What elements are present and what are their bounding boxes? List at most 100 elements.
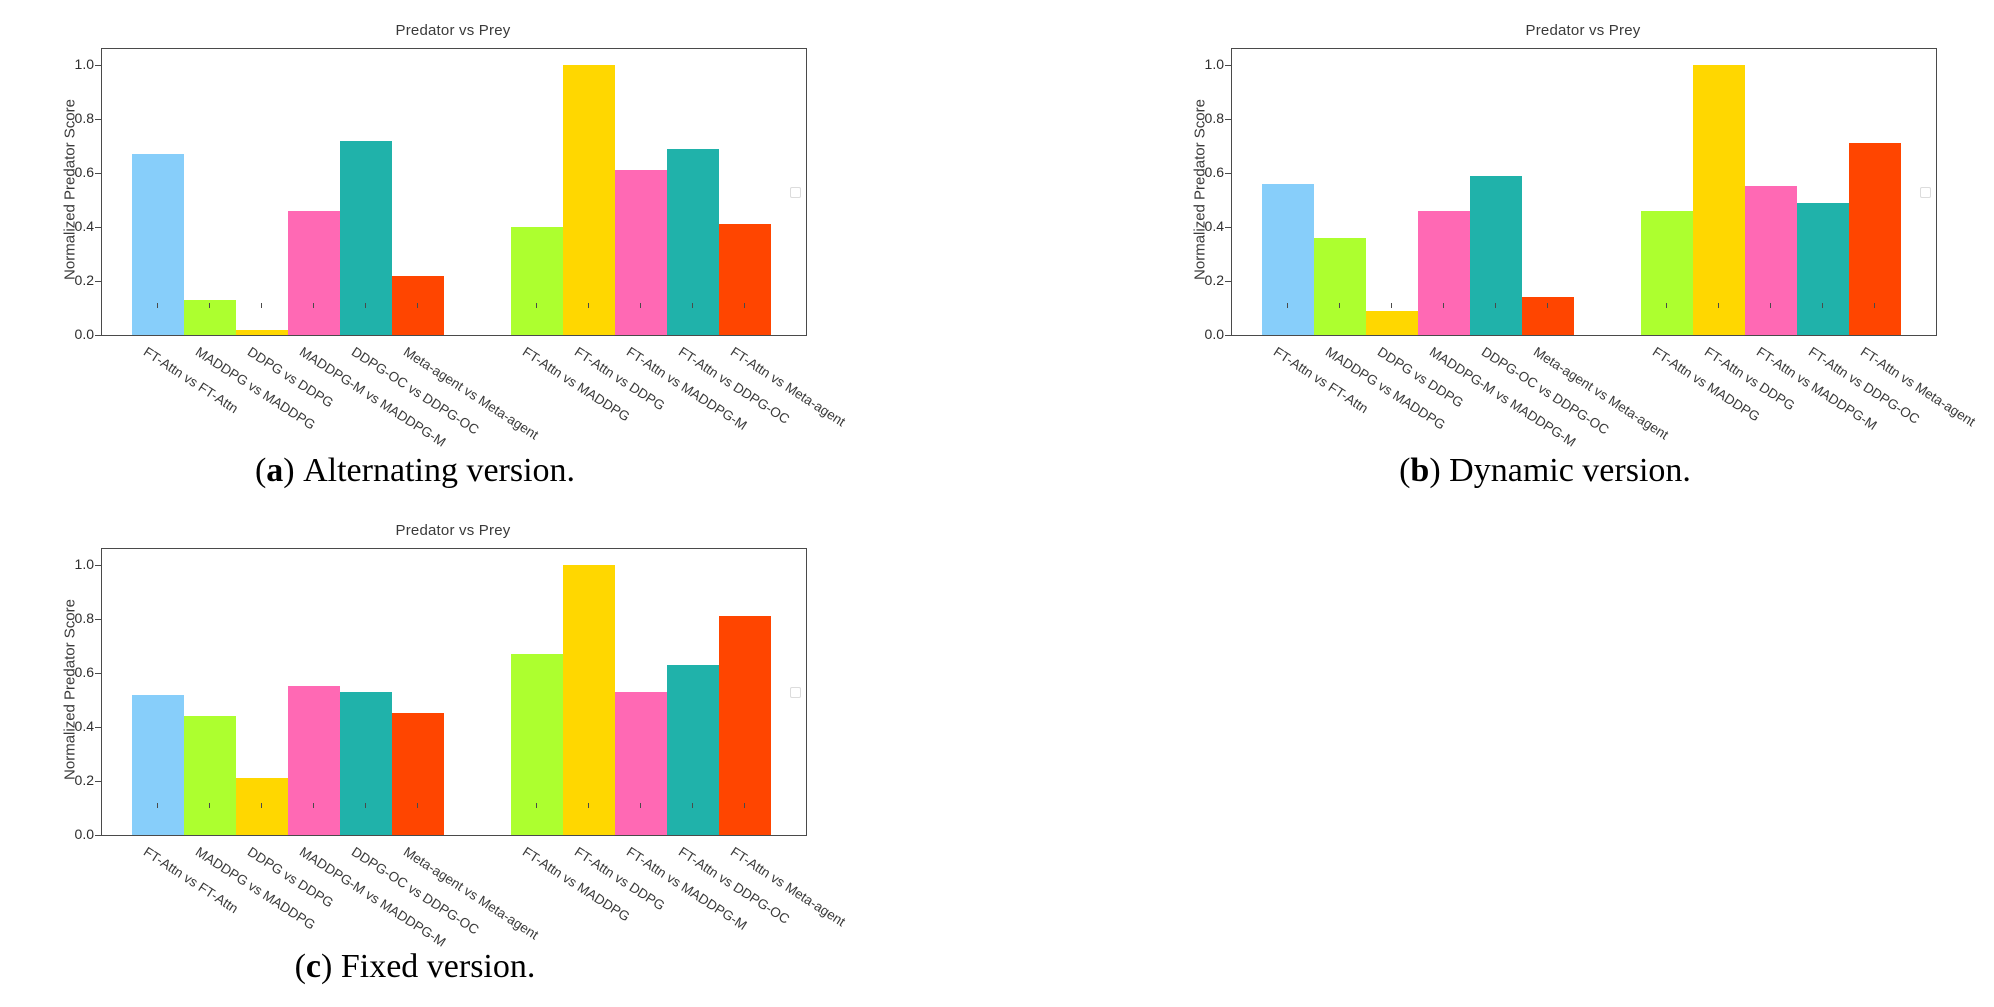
y-tick-label: 0.6: [74, 164, 94, 180]
y-tick-label: 0.6: [74, 664, 94, 680]
x-tick-mark: [365, 803, 366, 808]
bar: [1797, 203, 1849, 335]
bar: [392, 276, 444, 335]
subcaption-text: Alternating version.: [303, 452, 576, 489]
y-tick-mark: [95, 118, 101, 120]
x-tick-mark: [588, 303, 589, 308]
y-tick-mark: [95, 334, 101, 336]
y-tick-label: 0.4: [74, 718, 94, 734]
bar: [132, 695, 184, 835]
x-tick-mark: [261, 303, 262, 308]
bar: [563, 65, 615, 335]
y-tick-label: 1.0: [74, 556, 94, 572]
x-tick-mark: [1718, 303, 1719, 308]
y-tick-mark: [1225, 226, 1231, 228]
bar: [1262, 184, 1314, 335]
y-tick-label: 0.0: [74, 826, 94, 842]
y-tick-label: 0.6: [1204, 164, 1224, 180]
bar: [1522, 297, 1574, 335]
subcaption-letter: c: [305, 948, 322, 985]
x-tick-mark: [261, 803, 262, 808]
x-tick-label: FT-Attn vs FT-Attn: [140, 344, 241, 417]
y-tick-mark: [95, 226, 101, 228]
bar: [392, 713, 444, 835]
bar: [288, 211, 340, 335]
x-tick-label: DDPG vs DDPG: [244, 844, 337, 911]
x-tick-mark: [640, 803, 641, 808]
legend-placeholder: [1920, 187, 1931, 198]
y-tick-mark: [1225, 334, 1231, 336]
y-tick-mark: [95, 564, 101, 566]
x-tick-mark: [1495, 303, 1496, 308]
subcaption-letter: b: [1410, 452, 1430, 489]
y-tick-mark: [95, 726, 101, 728]
bar: [667, 665, 719, 835]
bar: [340, 141, 392, 335]
x-tick-mark: [157, 303, 158, 308]
chart-title: Predator vs Prey: [1525, 22, 1641, 39]
y-tick-mark: [95, 64, 101, 66]
bar: [615, 692, 667, 835]
x-tick-mark: [692, 303, 693, 308]
plot-area: 0.0 0.2 0.4 0.6 0.8 1.0: [1205, 48, 1937, 342]
y-tick-label: 0.4: [1204, 218, 1224, 234]
bar: [719, 224, 771, 335]
bar: [184, 716, 236, 835]
bar: [132, 154, 184, 335]
y-tick-mark: [95, 834, 101, 836]
x-tick-label: DDPG vs DDPG: [1374, 344, 1467, 411]
subcaption-a: (a) Alternating version.: [254, 452, 576, 489]
x-tick-mark: [692, 803, 693, 808]
chart-title: Predator vs Prey: [395, 22, 511, 39]
legend-placeholder: [790, 687, 801, 698]
y-tick-label: 0.0: [1204, 326, 1224, 342]
x-tick-mark: [588, 803, 589, 808]
bar: [563, 565, 615, 835]
bar: [1366, 311, 1418, 335]
subcaption-letter: a: [266, 452, 284, 489]
y-tick-mark: [1225, 172, 1231, 174]
x-tick-mark: [1287, 303, 1288, 308]
x-tick-mark: [313, 303, 314, 308]
y-tick-label: 0.8: [74, 110, 94, 126]
chart-panel-b: Predator vs Prey Normalized Predator Sco…: [1170, 16, 1994, 471]
bar: [184, 300, 236, 335]
bar: [615, 170, 667, 335]
x-tick-mark: [209, 303, 210, 308]
subcaption-c: (c) Fixed version.: [294, 948, 536, 985]
y-tick-label: 0.2: [74, 772, 94, 788]
bar: [1693, 65, 1745, 335]
subcaption-text: Fixed version.: [340, 948, 536, 985]
bar: [288, 686, 340, 835]
bar: [1849, 143, 1901, 335]
x-tick-label: FT-Attn vs FT-Attn: [140, 844, 241, 917]
x-tick-mark: [744, 803, 745, 808]
x-tick-mark: [1770, 303, 1771, 308]
x-tick-mark: [157, 803, 158, 808]
y-tick-mark: [95, 672, 101, 674]
x-tick-mark: [1874, 303, 1875, 308]
x-tick-mark: [1666, 303, 1667, 308]
x-tick-mark: [417, 303, 418, 308]
x-tick-label: DDPG vs DDPG: [244, 344, 337, 411]
y-tick-mark: [1225, 118, 1231, 120]
y-tick-mark: [95, 172, 101, 174]
bar: [1470, 176, 1522, 335]
subcaption-text: Dynamic version.: [1449, 452, 1691, 489]
y-tick-label: 0.4: [74, 218, 94, 234]
plot-area: 0.0 0.2 0.4 0.6 0.8 1.0: [75, 48, 807, 342]
bar: [340, 692, 392, 835]
plot-area: 0.0 0.2 0.4 0.6 0.8 1.0: [75, 548, 807, 842]
y-tick-label: 0.2: [1204, 272, 1224, 288]
y-tick-label: 1.0: [1204, 56, 1224, 72]
x-tick-mark: [1339, 303, 1340, 308]
bar: [511, 227, 563, 335]
chart-title: Predator vs Prey: [395, 522, 511, 539]
y-tick-label: 0.8: [1204, 110, 1224, 126]
subcaption-b: (b) Dynamic version.: [1399, 452, 1691, 489]
x-tick-mark: [1391, 303, 1392, 308]
y-tick-label: 1.0: [74, 56, 94, 72]
x-tick-mark: [417, 803, 418, 808]
x-tick-mark: [1822, 303, 1823, 308]
x-tick-label: FT-Attn vs FT-Attn: [1270, 344, 1371, 417]
